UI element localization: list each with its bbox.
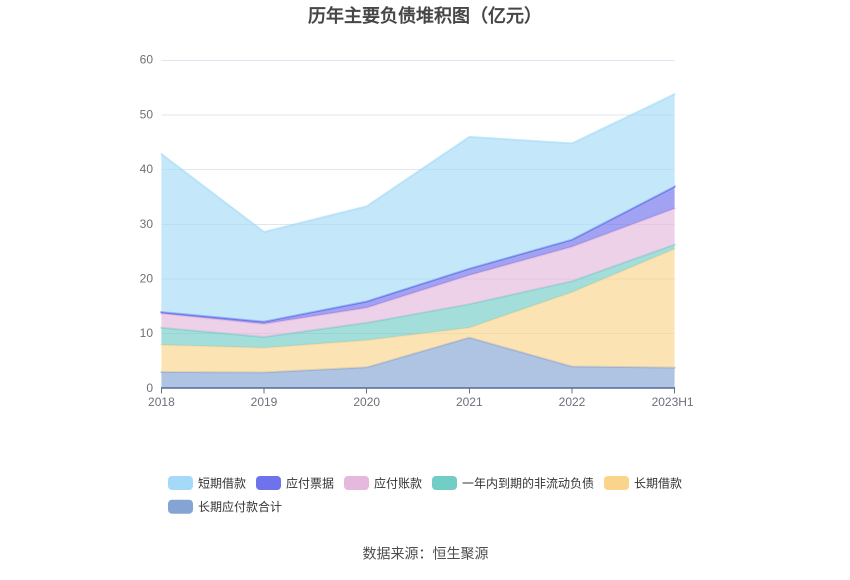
svg-text:2023H1: 2023H1 [652,395,694,409]
svg-text:40: 40 [140,162,154,176]
svg-text:2020: 2020 [353,395,380,409]
svg-text:60: 60 [140,53,154,67]
svg-text:短期借款: 短期借款 [198,476,246,490]
svg-text:长期应付款合计: 长期应付款合计 [198,499,282,514]
svg-text:应付账款: 应付账款 [374,475,422,490]
svg-text:2018: 2018 [148,395,175,409]
svg-text:30: 30 [140,217,154,231]
svg-text:数据来源：恒生聚源: 数据来源：恒生聚源 [363,546,489,562]
svg-text:20: 20 [140,271,154,285]
svg-text:2022: 2022 [559,395,586,409]
svg-text:50: 50 [140,107,154,121]
svg-text:2021: 2021 [456,395,483,409]
svg-text:应付票据: 应付票据 [286,475,334,490]
svg-text:0: 0 [146,381,153,395]
svg-text:10: 10 [140,326,154,340]
svg-text:2019: 2019 [251,395,278,409]
svg-text:历年主要负债堆积图（亿元）: 历年主要负债堆积图（亿元） [308,5,542,26]
svg-text:一年内到期的非流动负债: 一年内到期的非流动负债 [462,475,594,490]
svg-text:长期借款: 长期借款 [634,476,682,490]
